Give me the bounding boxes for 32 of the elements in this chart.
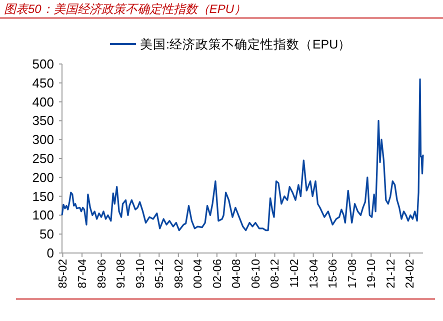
y-tick-label: 350 — [32, 113, 54, 128]
y-tick-label: 50 — [40, 226, 54, 242]
x-tick-label: 19-10 — [366, 259, 378, 288]
y-tick-label: 200 — [32, 170, 54, 185]
y-tick-label: 100 — [32, 208, 54, 223]
x-tick-label: 08-12 — [270, 259, 282, 288]
y-tick-label: 0 — [46, 246, 54, 260]
title: 图表50：美国经济政策不确定性指数（EPU） — [4, 2, 246, 16]
y-tick-label: 250 — [32, 151, 54, 166]
x-tick-label: 00-04 — [192, 258, 205, 288]
x-tick-label: 93-10 — [134, 259, 147, 288]
x-tick-label: 17-08 — [346, 259, 359, 288]
x-tick-label: 15-06 — [328, 259, 340, 288]
x-tick-label: 87-04 — [77, 258, 90, 288]
x-tick-label: 98-02 — [173, 259, 186, 288]
x-tick-label: 11-02 — [289, 259, 302, 288]
y-tick-label: 400 — [32, 94, 54, 110]
x-tick-label: 24-02 — [404, 259, 417, 288]
x-tick-label: 91-08 — [116, 259, 128, 288]
x-tick-label: 02-06 — [212, 259, 224, 288]
legend-label: 美国:经济政策不确定性指数（EPU） — [140, 36, 352, 52]
x-tick-label: 13-04 — [308, 258, 320, 288]
y-tick-label: 150 — [32, 188, 54, 204]
x-tick-label: 06-10 — [250, 259, 262, 288]
y-tick-label: 450 — [32, 75, 54, 90]
y-tick-label: 500 — [32, 56, 54, 72]
x-tick-label: 04-08 — [231, 259, 244, 288]
x-tick-label: 21-12 — [385, 259, 398, 288]
x-tick-label: 95-12 — [154, 259, 166, 288]
y-tick-label: 300 — [32, 132, 54, 148]
x-tick-label: 85-02 — [58, 259, 70, 288]
x-tick-label: 89-06 — [96, 259, 108, 288]
